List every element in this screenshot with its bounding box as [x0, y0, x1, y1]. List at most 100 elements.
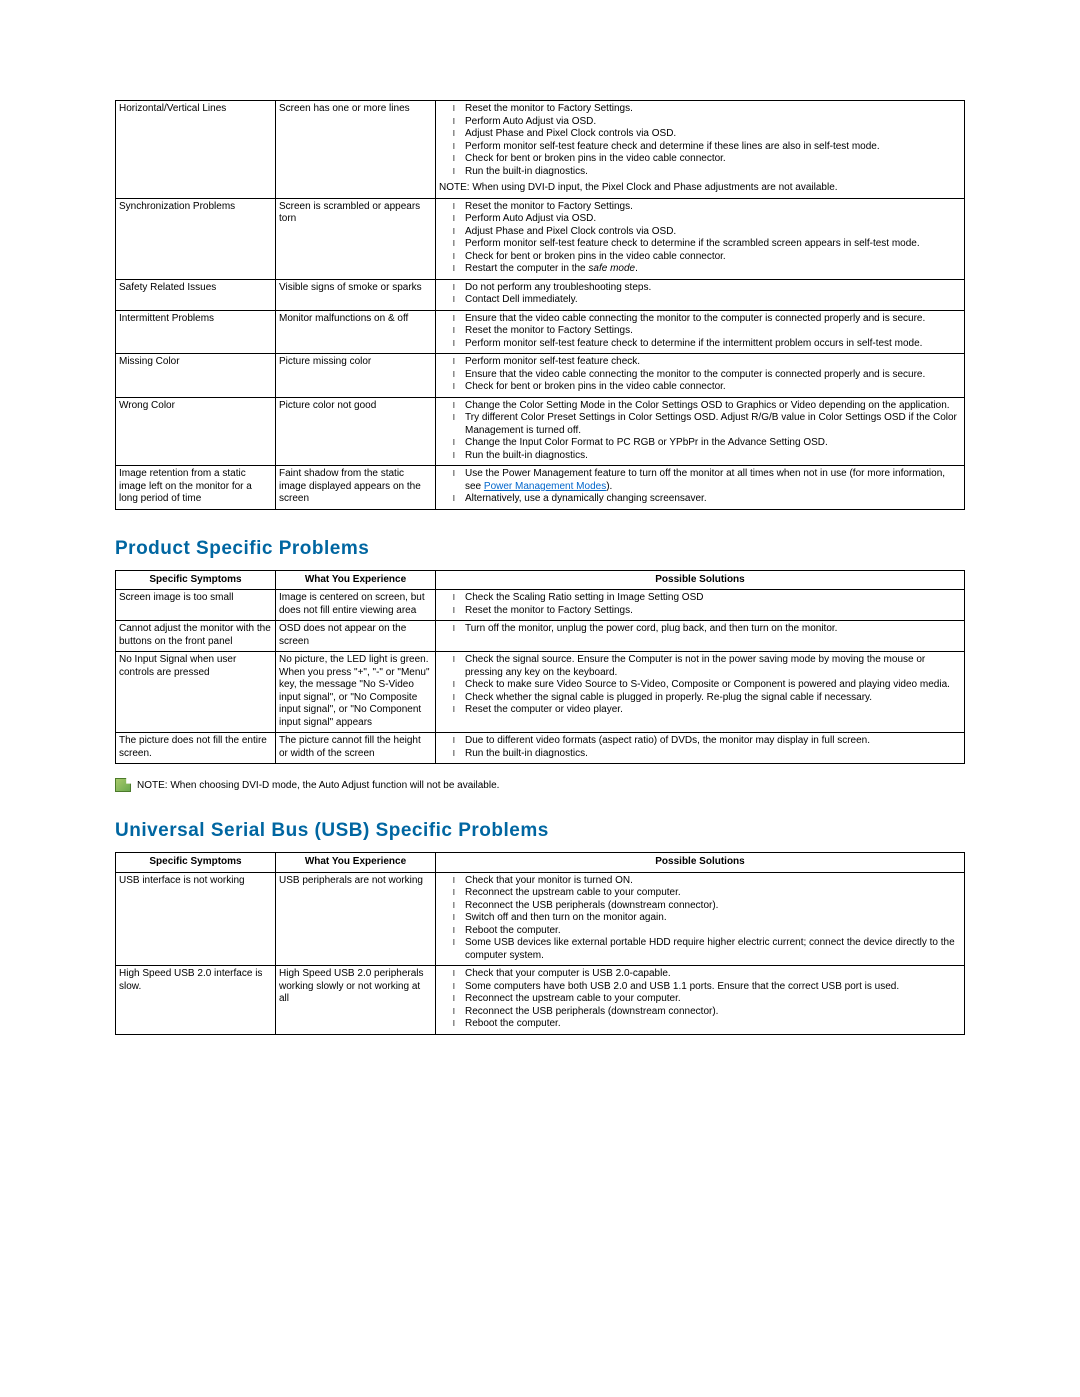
column-header: Possible Solutions — [436, 570, 965, 590]
symptom-cell: Safety Related Issues — [116, 279, 276, 310]
symptom-cell: Horizontal/Vertical Lines — [116, 101, 276, 199]
symptom-cell: Intermittent Problems — [116, 310, 276, 354]
column-header: What You Experience — [276, 853, 436, 873]
solution-item: Change the Input Color Format to PC RGB … — [453, 437, 961, 450]
solutions-cell: Do not perform any troubleshooting steps… — [436, 279, 965, 310]
solution-item: Check that your monitor is turned ON. — [453, 875, 961, 888]
heading-product-specific: Product Specific Problems — [115, 538, 965, 560]
experience-cell: Visible signs of smoke or sparks — [276, 279, 436, 310]
column-header: Specific Symptoms — [116, 853, 276, 873]
experience-cell: Screen is scrambled or appears torn — [276, 198, 436, 279]
solutions-cell: Use the Power Management feature to turn… — [436, 466, 965, 510]
solution-item: Restart the computer in the safe mode. — [453, 263, 961, 276]
solution-item: Run the built-in diagnostics. — [453, 166, 961, 179]
solutions-cell: Due to different video formats (aspect r… — [436, 733, 965, 764]
symptom-cell: Screen image is too small — [116, 590, 276, 621]
product-specific-table: Specific SymptomsWhat You ExperiencePoss… — [115, 570, 965, 765]
solution-item: Use the Power Management feature to turn… — [453, 468, 961, 493]
column-header: Specific Symptoms — [116, 570, 276, 590]
solution-item: Reset the monitor to Factory Settings. — [453, 605, 961, 618]
solutions-cell: Check the signal source. Ensure the Comp… — [436, 652, 965, 733]
table-row: Cannot adjust the monitor with the butto… — [116, 621, 965, 652]
solution-item: Due to different video formats (aspect r… — [453, 735, 961, 748]
column-header: What You Experience — [276, 570, 436, 590]
solution-item: Reconnect the upstream cable to your com… — [453, 887, 961, 900]
solution-item: Reset the monitor to Factory Settings. — [453, 103, 961, 116]
solutions-cell: Check the Scaling Ratio setting in Image… — [436, 590, 965, 621]
symptom-cell: The picture does not fill the entire scr… — [116, 733, 276, 764]
solution-item: Check for bent or broken pins in the vid… — [453, 153, 961, 166]
symptom-cell: High Speed USB 2.0 interface is slow. — [116, 966, 276, 1035]
solution-item: Some computers have both USB 2.0 and USB… — [453, 981, 961, 994]
table-row: High Speed USB 2.0 interface is slow.Hig… — [116, 966, 965, 1035]
table-row: Image retention from a static image left… — [116, 466, 965, 510]
cell-note: NOTE: When using DVI-D input, the Pixel … — [439, 182, 961, 195]
solution-item: Reboot the computer. — [453, 925, 961, 938]
solutions-cell: Check that your computer is USB 2.0-capa… — [436, 966, 965, 1035]
table-row: Intermittent ProblemsMonitor malfunction… — [116, 310, 965, 354]
symptom-cell: Wrong Color — [116, 397, 276, 466]
symptom-cell: Cannot adjust the monitor with the butto… — [116, 621, 276, 652]
experience-cell: OSD does not appear on the screen — [276, 621, 436, 652]
table-row: USB interface is not workingUSB peripher… — [116, 872, 965, 966]
symptom-cell: Missing Color — [116, 354, 276, 398]
solution-item: Adjust Phase and Pixel Clock controls vi… — [453, 226, 961, 239]
solution-item: Switch off and then turn on the monitor … — [453, 912, 961, 925]
symptom-cell: USB interface is not working — [116, 872, 276, 966]
solution-item: Reboot the computer. — [453, 1018, 961, 1031]
note-text: NOTE: When choosing DVI-D mode, the Auto… — [137, 780, 499, 791]
experience-cell: Screen has one or more lines — [276, 101, 436, 199]
table-row: No Input Signal when user controls are p… — [116, 652, 965, 733]
common-problems-table: Horizontal/Vertical LinesScreen has one … — [115, 100, 965, 510]
experience-cell: USB peripherals are not working — [276, 872, 436, 966]
solution-item: Perform Auto Adjust via OSD. — [453, 116, 961, 129]
solution-item: Change the Color Setting Mode in the Col… — [453, 400, 961, 413]
solution-item: Check whether the signal cable is plugge… — [453, 692, 961, 705]
solutions-cell: Reset the monitor to Factory Settings.Pe… — [436, 101, 965, 199]
usb-specific-table: Specific SymptomsWhat You ExperiencePoss… — [115, 852, 965, 1035]
symptom-cell: Synchronization Problems — [116, 198, 276, 279]
solution-item: Reset the computer or video player. — [453, 704, 961, 717]
experience-cell: Picture missing color — [276, 354, 436, 398]
solution-item: Reset the monitor to Factory Settings. — [453, 201, 961, 214]
solution-item: Perform monitor self-test feature check … — [453, 338, 961, 351]
table-row: The picture does not fill the entire scr… — [116, 733, 965, 764]
solutions-cell: Reset the monitor to Factory Settings.Pe… — [436, 198, 965, 279]
experience-cell: Picture color not good — [276, 397, 436, 466]
table-row: Screen image is too smallImage is center… — [116, 590, 965, 621]
solution-item: Adjust Phase and Pixel Clock controls vi… — [453, 128, 961, 141]
solution-item: Reset the monitor to Factory Settings. — [453, 325, 961, 338]
solution-item: Alternatively, use a dynamically changin… — [453, 493, 961, 506]
solution-item: Perform monitor self-test feature check … — [453, 141, 961, 154]
experience-cell: Faint shadow from the static image displ… — [276, 466, 436, 510]
solution-item: Reconnect the USB peripherals (downstrea… — [453, 1006, 961, 1019]
experience-cell: The picture cannot fill the height or wi… — [276, 733, 436, 764]
table-row: Horizontal/Vertical LinesScreen has one … — [116, 101, 965, 199]
symptom-cell: Image retention from a static image left… — [116, 466, 276, 510]
column-header: Possible Solutions — [436, 853, 965, 873]
experience-cell: No picture, the LED light is green. When… — [276, 652, 436, 733]
solution-item: Reconnect the USB peripherals (downstrea… — [453, 900, 961, 913]
solution-item: Turn off the monitor, unplug the power c… — [453, 623, 961, 636]
solution-item: Check for bent or broken pins in the vid… — [453, 251, 961, 264]
solutions-cell: Turn off the monitor, unplug the power c… — [436, 621, 965, 652]
solution-item: Do not perform any troubleshooting steps… — [453, 282, 961, 295]
solution-item: Try different Color Preset Settings in C… — [453, 412, 961, 437]
note-icon — [115, 778, 131, 792]
solution-item: Run the built-in diagnostics. — [453, 748, 961, 761]
solution-item: Reconnect the upstream cable to your com… — [453, 993, 961, 1006]
solutions-cell: Perform monitor self-test feature check.… — [436, 354, 965, 398]
table-row: Wrong ColorPicture color not good Change … — [116, 397, 965, 466]
solutions-cell: Ensure that the video cable connecting t… — [436, 310, 965, 354]
solution-item: Perform monitor self-test feature check. — [453, 356, 961, 369]
solution-item: Check for bent or broken pins in the vid… — [453, 381, 961, 394]
solution-item: Run the built-in diagnostics. — [453, 450, 961, 463]
solutions-cell: Check that your monitor is turned ON.Rec… — [436, 872, 965, 966]
note-dvi-d: NOTE: When choosing DVI-D mode, the Auto… — [115, 778, 965, 792]
table-row: Safety Related IssuesVisible signs of sm… — [116, 279, 965, 310]
experience-cell: High Speed USB 2.0 peripherals working s… — [276, 966, 436, 1035]
solution-item: Check that your computer is USB 2.0-capa… — [453, 968, 961, 981]
solution-item: Check the signal source. Ensure the Comp… — [453, 654, 961, 679]
table-row: Synchronization ProblemsScreen is scramb… — [116, 198, 965, 279]
heading-usb-specific: Universal Serial Bus (USB) Specific Prob… — [115, 820, 965, 842]
